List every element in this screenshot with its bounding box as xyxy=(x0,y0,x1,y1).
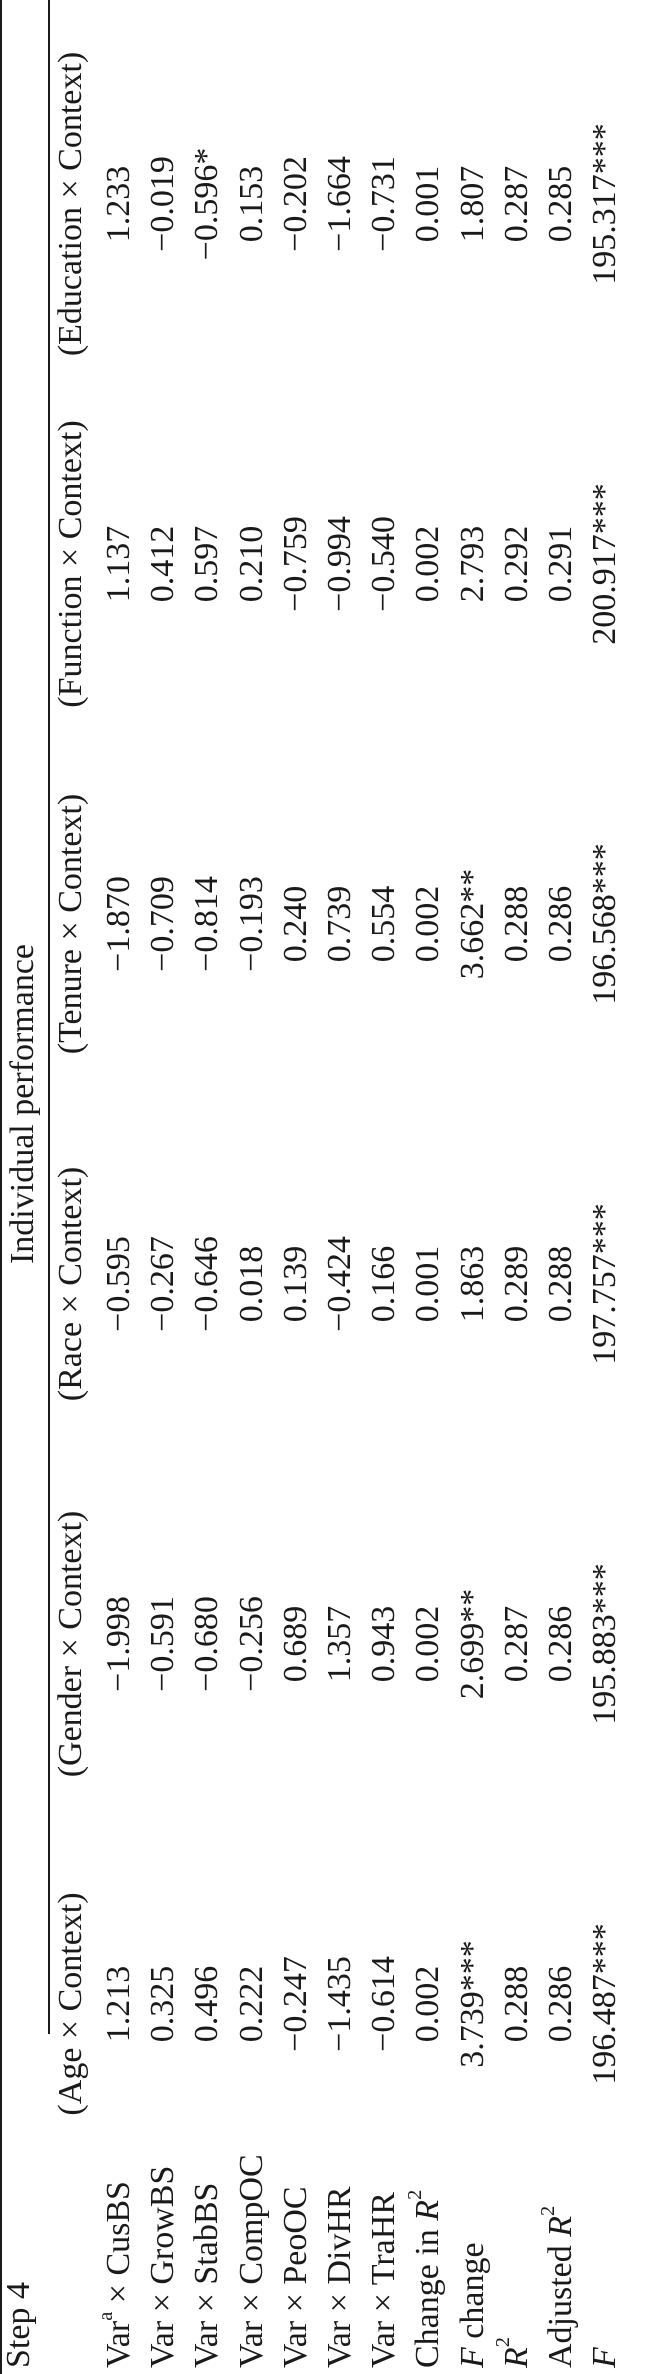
table-cell: 0.166 xyxy=(365,1245,403,1323)
table-cell: 0.222 xyxy=(232,1965,270,2043)
column-header: (Education × Context) xyxy=(52,51,89,357)
top-rule xyxy=(0,0,2,2374)
table-cell: −1.664 xyxy=(321,156,358,252)
table-cell: 1.863 xyxy=(453,1245,491,1323)
row-label: Var × DivHR xyxy=(321,2186,358,2368)
table-cell: 1.137 xyxy=(100,525,137,603)
table-cell: −1.998 xyxy=(100,1596,137,1692)
table-cell: 0.240 xyxy=(276,885,314,963)
table-cell: 0.002 xyxy=(409,1965,447,2043)
table-cell: 0.554 xyxy=(365,885,403,963)
table-cell: 0.943 xyxy=(365,1605,403,1683)
table-cell: −0.424 xyxy=(321,1236,358,1332)
column-header: (Gender × Context) xyxy=(52,1510,89,1778)
column-header: (Function × Context) xyxy=(52,420,89,708)
table-cell: −0.247 xyxy=(276,1956,314,2052)
table-cell: −0.540 xyxy=(365,516,403,612)
group-title: Individual performance xyxy=(4,943,41,1265)
column-header: (Age × Context) xyxy=(52,1892,89,2116)
row-label: Var × GrowBS xyxy=(144,2165,182,2368)
table-cell: 200.917*** xyxy=(586,483,624,645)
table-cell: 0.153 xyxy=(232,165,270,243)
table-cell: 0.288 xyxy=(497,1965,535,2043)
table-cell: −0.202 xyxy=(276,156,314,252)
table-cell: 195.317*** xyxy=(586,123,624,285)
table-cell: 1.233 xyxy=(100,165,137,243)
table-cell: −0.591 xyxy=(144,1596,182,1692)
table-cell: 1.213 xyxy=(100,1965,137,2043)
table-cell: 0.597 xyxy=(188,525,226,603)
table-cell: −0.709 xyxy=(144,876,182,972)
table-cell: 0.292 xyxy=(497,525,535,603)
column-header: (Race × Context) xyxy=(52,1166,89,1402)
table-cell: 0.287 xyxy=(497,165,535,243)
row-label: F xyxy=(586,2347,624,2368)
step-label: Step 4 xyxy=(0,2282,37,2368)
table-cell: 0.001 xyxy=(409,165,447,243)
table-cell: −0.994 xyxy=(321,516,358,612)
table-cell: 0.285 xyxy=(542,165,579,243)
table-cell: 0.291 xyxy=(542,525,579,603)
row-label: Var × TraHR xyxy=(365,2192,403,2368)
table-cell: 0.325 xyxy=(144,1965,182,2043)
column-header: (Tenure × Context) xyxy=(52,793,89,1055)
row-label: Change in R2 xyxy=(403,2189,447,2368)
table-cell: −0.759 xyxy=(276,516,314,612)
table-cell: 0.286 xyxy=(542,1965,579,2043)
table-cell: −0.019 xyxy=(144,156,182,252)
table-cell: 2.699** xyxy=(453,1588,491,1700)
table-cell: −0.731 xyxy=(365,156,403,252)
table-cell: 3.662** xyxy=(453,868,491,980)
table-cell: 0.286 xyxy=(542,1605,579,1683)
row-label: R2 xyxy=(492,2337,535,2368)
table-cell: 0.288 xyxy=(497,885,535,963)
table-cell: 0.002 xyxy=(409,525,447,603)
table-cell: 0.496 xyxy=(188,1965,226,2043)
table-cell: 1.357 xyxy=(321,1605,358,1683)
table-cell: −1.435 xyxy=(321,1956,358,2052)
table-cell: 1.807 xyxy=(453,165,491,243)
table-cell: 0.001 xyxy=(409,1245,447,1323)
table-cell: 0.288 xyxy=(542,1245,579,1323)
table-cell: 0.287 xyxy=(497,1605,535,1683)
table-cell: −0.646 xyxy=(188,1236,226,1332)
table-cell: −0.596* xyxy=(188,147,226,261)
table-cell: 2.793 xyxy=(453,525,491,603)
table-cell: 0.002 xyxy=(409,1605,447,1683)
table-cell: 195.883*** xyxy=(586,1563,624,1725)
table-cell: 0.002 xyxy=(409,885,447,963)
row-label: F change xyxy=(453,2242,491,2368)
table-cell: −0.814 xyxy=(188,876,226,972)
table-cell: −1.870 xyxy=(100,876,137,972)
table-cell: −0.256 xyxy=(232,1596,270,1692)
row-label: Var × CompOC xyxy=(232,2154,270,2368)
table-cell: 0.412 xyxy=(144,525,182,603)
table-cell: −0.193 xyxy=(232,876,270,972)
table-cell: −0.680 xyxy=(188,1596,226,1692)
table-cell: −0.595 xyxy=(100,1236,137,1332)
table-cell: −0.267 xyxy=(144,1236,182,1332)
table-cell: 0.289 xyxy=(497,1245,535,1323)
table-cell: 0.210 xyxy=(232,525,270,603)
row-label: Var × StabBS xyxy=(188,2182,226,2368)
table-cell: 0.286 xyxy=(542,885,579,963)
table-cell: 197.757*** xyxy=(586,1203,624,1365)
row-label: Var × PeoOC xyxy=(276,2186,314,2368)
table-cell: 0.739 xyxy=(321,885,358,963)
table-cell: 0.018 xyxy=(232,1245,270,1323)
header-rule xyxy=(48,0,50,2034)
table-cell: 0.139 xyxy=(276,1245,314,1323)
table-cell: 3.739*** xyxy=(453,1940,491,2068)
table-cell: 0.689 xyxy=(276,1605,314,1683)
row-label: Adjusted R2 xyxy=(536,2205,579,2368)
table-cell: 196.568*** xyxy=(586,843,624,1005)
table-cell: 196.487*** xyxy=(586,1923,624,2085)
table-cell: −0.614 xyxy=(365,1956,403,2052)
row-label: Vara × CusBS xyxy=(94,2181,137,2368)
